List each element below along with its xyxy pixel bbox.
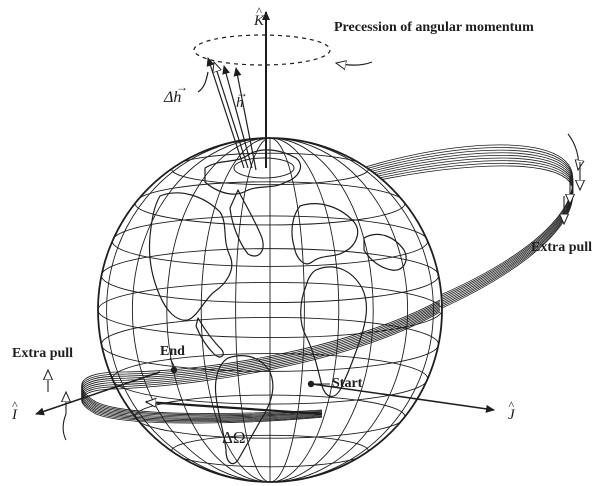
delta-h-label: → Δh — [164, 90, 181, 106]
precession-label: Precession of angular momentum — [334, 20, 534, 36]
delta-omega-label: ΔΩ — [222, 428, 246, 448]
start-point — [308, 381, 314, 387]
j-axis-label: ^ J — [508, 408, 515, 423]
precession-direction-arrow — [336, 62, 372, 65]
extra-pull-label-right: Extra pull — [531, 240, 592, 256]
i-axis-label: ^ I — [12, 408, 17, 423]
end-point — [171, 367, 177, 373]
h-label: → h — [236, 96, 244, 111]
start-label: Start — [332, 376, 362, 392]
precession-ellipse — [194, 35, 330, 65]
globe — [98, 138, 442, 482]
delta-h-leader — [198, 72, 208, 92]
extra-pull-label-left: Extra pull — [12, 346, 73, 362]
end-label: End — [160, 344, 185, 360]
k-axis-label: ^ K — [254, 14, 264, 29]
